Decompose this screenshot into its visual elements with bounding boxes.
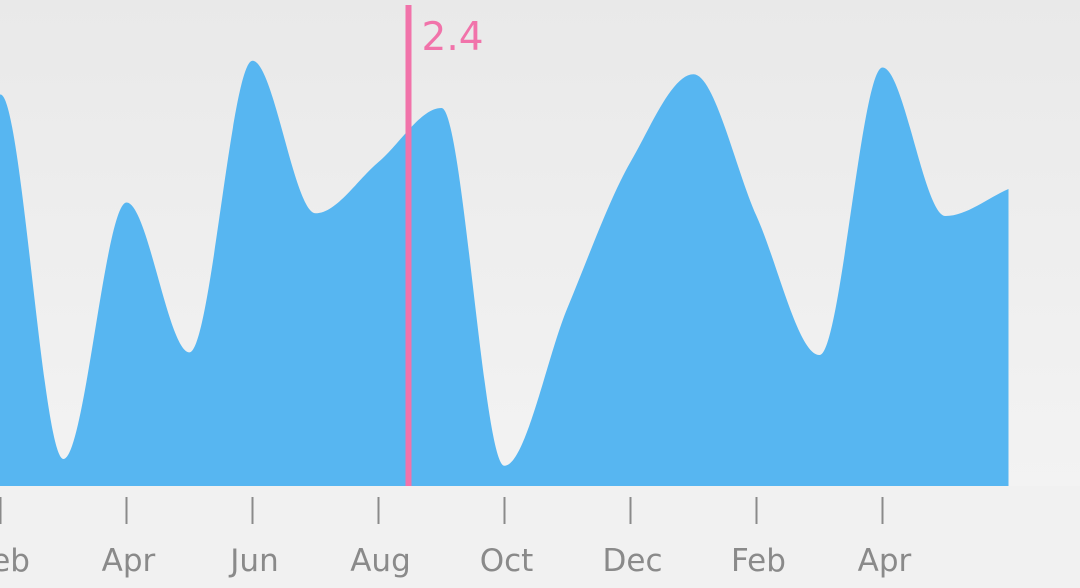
x-axis: Feb Apr Jun Aug Oct Dec Feb Apr [0,497,912,579]
x-tick-label: Feb [0,543,30,579]
x-tick-label: Apr [858,543,912,579]
x-tick-label: Dec [603,543,663,579]
x-tick-label: Aug [350,543,411,579]
x-tick-label: Oct [480,543,534,579]
area-series-1 [0,60,1009,486]
value-marker[interactable]: 2.4 [405,5,484,486]
x-tick-label: Apr [102,543,156,579]
series-area-layer [0,60,1009,486]
marker-value-label: 2.4 [422,15,484,60]
x-tick-label: Feb [731,543,786,579]
x-tick-label: Jun [228,543,278,579]
axis-area-background [0,486,1080,588]
